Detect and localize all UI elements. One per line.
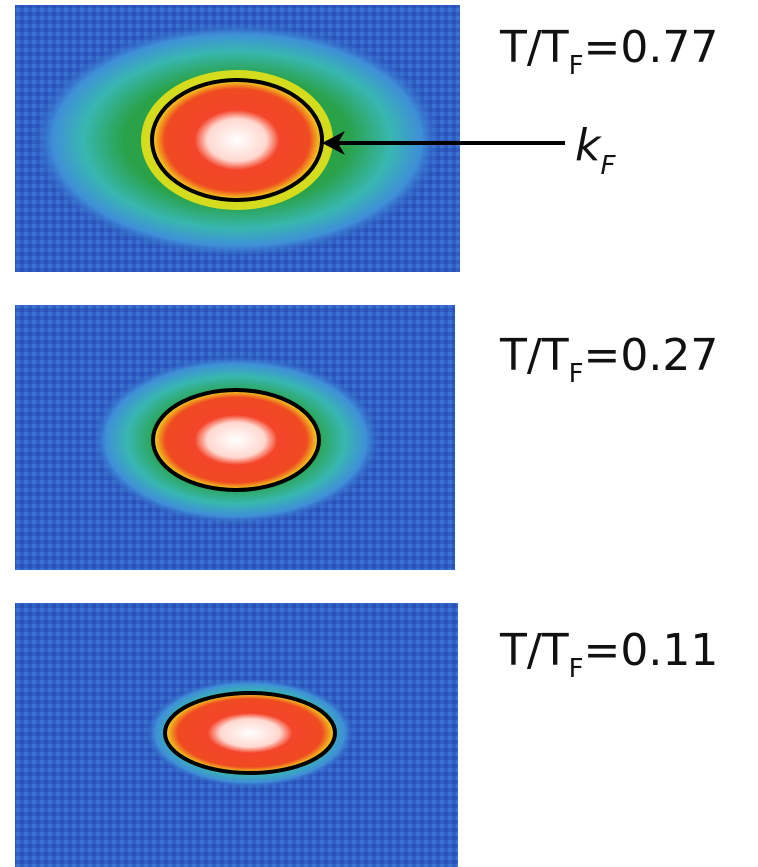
panel-image xyxy=(15,5,460,272)
label-subscript: F xyxy=(569,359,584,389)
annotation-symbol: k xyxy=(575,120,602,171)
label-suffix: =0.77 xyxy=(584,22,719,73)
label-suffix: =0.27 xyxy=(584,330,719,381)
label-prefix: T/T xyxy=(499,330,569,381)
label-prefix: T/T xyxy=(499,22,569,73)
label-subscript: F xyxy=(569,654,584,684)
label-prefix: T/T xyxy=(499,625,569,676)
panel-image xyxy=(15,603,458,867)
labels: T/TF=0.77T/TF=0.27T/TF=0.11 xyxy=(499,22,718,684)
panel-label: T/TF=0.11 xyxy=(499,625,718,684)
panel-label: T/TF=0.27 xyxy=(499,330,718,389)
annotation: kF xyxy=(575,120,616,181)
label-subscript: F xyxy=(569,51,584,81)
figure: kF T/TF=0.77T/TF=0.27T/TF=0.11 xyxy=(0,0,758,867)
panel-image xyxy=(15,305,455,570)
label-suffix: =0.11 xyxy=(584,625,719,676)
annotation-subscript: F xyxy=(600,151,616,181)
panel-label: T/TF=0.77 xyxy=(499,22,718,81)
